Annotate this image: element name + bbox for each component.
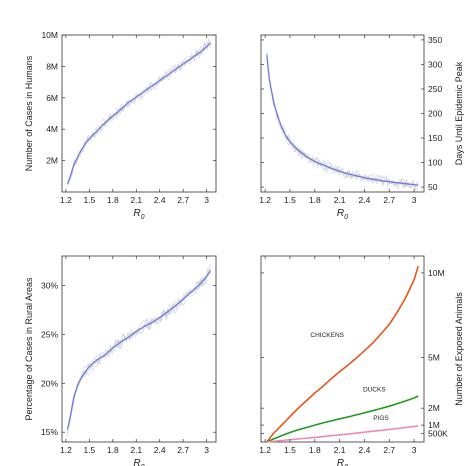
- x-tick-label: 1.5: [284, 195, 296, 205]
- panel-top-left: 1.2 1.5 1.8 2.1 2.4 2.7 3 2M 4M 6M 8M 10M R0 Number o…: [24, 30, 217, 221]
- series-line-chickens: [266, 265, 419, 443]
- y-tick-label: 300: [428, 59, 442, 69]
- x-tick-label: 2.4: [154, 195, 166, 205]
- x-tick-label: 1.2: [259, 445, 271, 455]
- y-tick-label: 30%: [41, 280, 58, 290]
- run-line: [67, 42, 211, 180]
- run-line: [266, 52, 419, 191]
- run-line: [67, 42, 211, 184]
- y-tick-label: 4M: [46, 124, 58, 134]
- plot-frame: [61, 255, 217, 443]
- x-tick-label: 2.4: [359, 195, 371, 205]
- x-tick-label: 1.5: [83, 445, 95, 455]
- run-line: [67, 264, 211, 428]
- run-line: [67, 271, 211, 435]
- y-tick-label: 8M: [46, 61, 58, 71]
- y-tick-label: 5M: [428, 352, 440, 362]
- y-tick-label: 200: [428, 109, 442, 119]
- y-tick-label: 2M: [428, 403, 440, 413]
- x-axis-label: R0: [337, 208, 348, 221]
- run-band: [67, 264, 211, 437]
- series-label-pigs: PIGS: [373, 415, 389, 422]
- x-tick-label: 2.7: [177, 195, 189, 205]
- x-axis-label: R0: [133, 208, 144, 221]
- run-band: [266, 52, 419, 191]
- y-tick-label: 10M: [428, 268, 445, 278]
- y-tick-label: 100: [428, 158, 442, 168]
- x-tick-label: 2.1: [334, 445, 346, 455]
- run-line: [67, 271, 211, 437]
- series-label-chickens: CHICKENS: [310, 332, 344, 339]
- y-tick-label: 250: [428, 84, 442, 94]
- x-tick-label: 2.7: [383, 195, 395, 205]
- series-label-ducks: DUCKS: [363, 386, 386, 393]
- y-axis-label: Percentage of Cases in Rural Areas: [24, 277, 34, 421]
- y-tick-label: 500K: [428, 429, 448, 439]
- run-line: [67, 40, 211, 185]
- x-tick-label: 1.8: [309, 195, 321, 205]
- x-tick-label: 1.8: [107, 445, 119, 455]
- y-tick-label: 50: [428, 182, 438, 192]
- x-tick-label: 2.7: [383, 445, 395, 455]
- x-tick-label: 3: [204, 445, 209, 455]
- run-band: [67, 38, 211, 186]
- x-tick-label: 2.7: [177, 445, 189, 455]
- x-tick-label: 2.1: [334, 195, 346, 205]
- x-tick-label: 1.8: [309, 445, 321, 455]
- x-tick-label: 3: [412, 445, 417, 455]
- panel-bottom-left: 1.2 1.5 1.8 2.1 2.4 2.7 3 15% 20% 25% 30% R0 Percent…: [24, 255, 217, 466]
- series-line-mean: [66, 270, 212, 430]
- x-tick-label: 1.5: [83, 195, 95, 205]
- y-tick-label: 15%: [41, 427, 58, 437]
- x-tick-label: 1.2: [60, 195, 72, 205]
- x-tick-label: 3: [204, 195, 209, 205]
- y-tick-label: 150: [428, 133, 442, 143]
- x-tick-label: 2.1: [130, 445, 142, 455]
- y-tick-label: 2M: [46, 156, 58, 166]
- x-tick-label: 1.2: [259, 195, 271, 205]
- series-line-mean: [266, 54, 419, 186]
- series-line-ducks: [266, 395, 419, 443]
- x-tick-label: 2.1: [130, 195, 142, 205]
- run-line: [67, 269, 211, 431]
- y-tick-label: 25%: [41, 329, 58, 339]
- y-tick-label: 10M: [41, 30, 58, 40]
- x-tick-label: 1.8: [107, 195, 119, 205]
- series-line-pigs: [266, 425, 419, 443]
- y-tick-label: 350: [428, 35, 442, 45]
- run-line: [67, 38, 211, 185]
- x-tick-label: 3: [412, 195, 417, 205]
- run-line: [266, 59, 419, 189]
- y-tick-label: 20%: [41, 378, 58, 388]
- y-tick-label: 6M: [46, 93, 58, 103]
- x-tick-label: 1.5: [284, 445, 296, 455]
- x-axis-label: R0: [133, 458, 144, 466]
- x-tick-label: 2.4: [359, 445, 371, 455]
- panel-bottom-right: CHICKENS DUCKS PIGS 1.2 1.5 1.8 2.1 2.4 2.7 3 500K…: [259, 255, 464, 466]
- x-axis-label: R0: [337, 458, 348, 466]
- y-axis-label: Number of Cases in Humans: [24, 55, 34, 171]
- plot-frame: [260, 255, 425, 443]
- plot-frame: [61, 34, 217, 193]
- panel-top-right: 1.2 1.5 1.8 2.1 2.4 2.7 350100150200250300350R…: [259, 34, 464, 221]
- y-axis-label: Days Until Epidemic Peak: [454, 61, 464, 165]
- y-tick-label: 1M: [428, 420, 440, 430]
- x-tick-label: 2.4: [154, 445, 166, 455]
- run-line: [67, 41, 211, 186]
- y-axis-label: Number of Exposed Animals: [454, 292, 464, 406]
- series-line-mean: [66, 42, 211, 185]
- x-tick-label: 1.2: [60, 445, 72, 455]
